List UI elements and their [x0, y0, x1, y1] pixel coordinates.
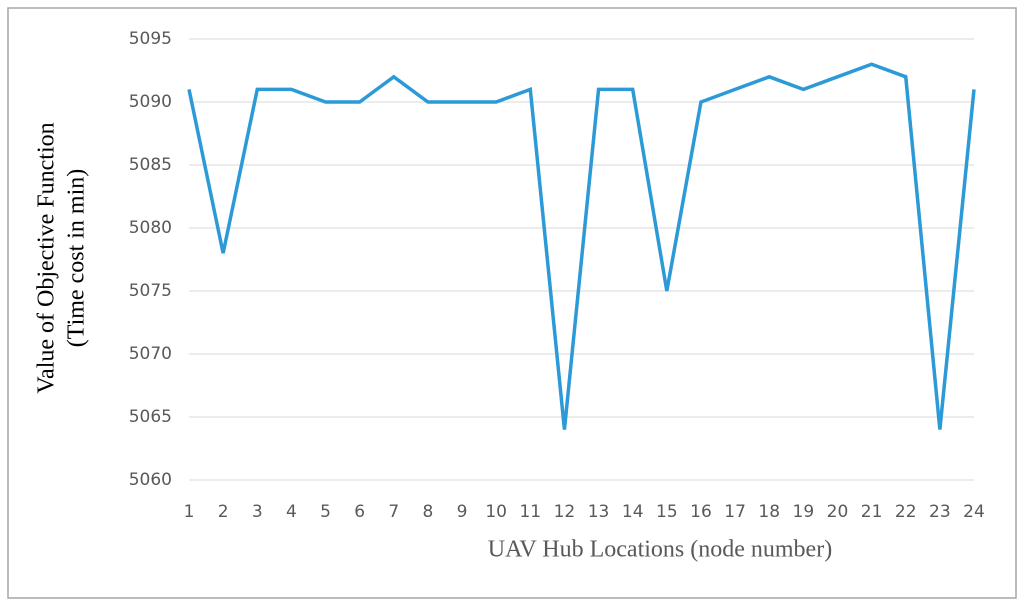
x-tick-label: 18: [758, 502, 780, 522]
y-axis-title-line: Value of Objective Function: [34, 122, 60, 393]
x-tick-label: 9: [457, 502, 468, 522]
x-tick-label: 8: [422, 502, 433, 522]
x-tick-label: 7: [388, 502, 399, 522]
y-tick-label: 5060: [129, 470, 172, 490]
x-tick-label: 11: [519, 502, 541, 522]
x-tick-label: 1: [184, 502, 195, 522]
x-tick-label: 22: [895, 502, 917, 522]
y-tick-label: 5095: [129, 29, 172, 49]
x-tick-label: 3: [252, 502, 263, 522]
data-line: [187, 62, 976, 430]
x-tick-label: 10: [485, 502, 507, 522]
y-tick-label: 5090: [129, 92, 172, 112]
x-axis-title: UAV Hub Locations (node number): [488, 537, 832, 563]
x-tick-label: 6: [354, 502, 365, 522]
x-tick-label: 2: [218, 502, 229, 522]
x-tick-label: 21: [861, 502, 883, 522]
x-tick-label: 15: [656, 502, 678, 522]
x-tick-label: 23: [929, 502, 951, 522]
y-tick-label: 5075: [129, 281, 172, 301]
x-tick-label: 4: [286, 502, 297, 522]
x-tick-label: 20: [827, 502, 849, 522]
y-tick-label: 5065: [129, 407, 172, 427]
y-axis-title-line: (Time cost in min): [64, 169, 90, 347]
x-tick-label: 5: [320, 502, 331, 522]
y-tick-label: 5070: [129, 344, 172, 364]
y-tick-label: 5085: [129, 155, 172, 175]
x-tick-label: 12: [554, 502, 576, 522]
y-axis-title: Value of Objective Function (Time cost i…: [34, 122, 90, 393]
y-tick-label: 5080: [129, 218, 172, 238]
x-tick-label: 24: [963, 502, 985, 522]
chart-frame: [7, 7, 1017, 599]
x-tick-label: 16: [690, 502, 712, 522]
x-tick-label: 17: [724, 502, 746, 522]
x-tick-label: 19: [793, 502, 815, 522]
x-tick-label: 14: [622, 502, 644, 522]
x-tick-label: 13: [588, 502, 610, 522]
